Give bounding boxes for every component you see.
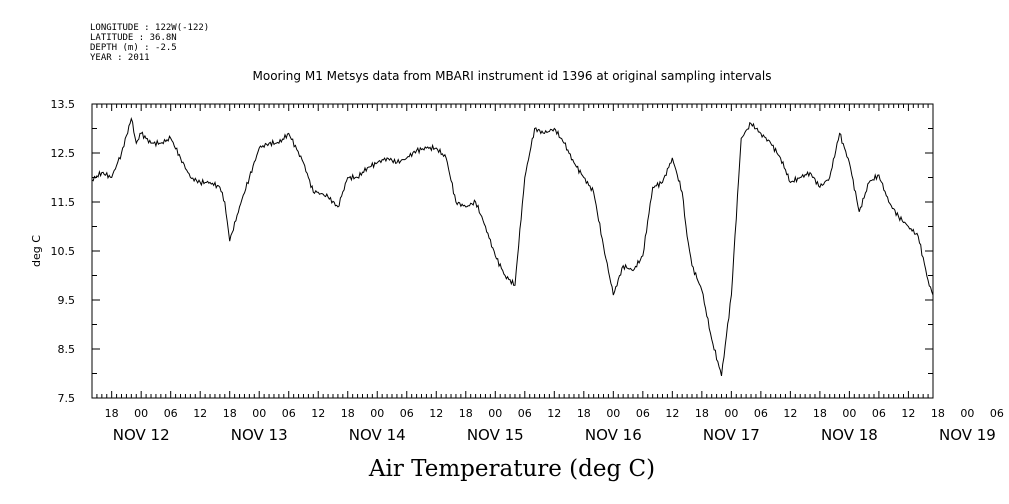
y-tick-label: 8.5	[58, 343, 76, 356]
y-axis-label: deg C	[30, 235, 43, 267]
x-day-label: NOV 12	[113, 426, 170, 444]
x-day-label: NOV 16	[585, 426, 642, 444]
x-hour-label: 18	[223, 407, 237, 420]
x-hour-label: 18	[459, 407, 473, 420]
latitude-label: LATITUDE : 36.8N	[90, 33, 177, 43]
x-hour-label: 12	[901, 407, 915, 420]
x-hour-label: 18	[105, 407, 119, 420]
x-axis-title: Air Temperature (deg C)	[368, 456, 655, 482]
x-day-label: NOV 18	[821, 426, 878, 444]
x-day-label: NOV 13	[231, 426, 288, 444]
year-label: YEAR : 2011	[90, 53, 150, 63]
y-tick-label: 10.5	[51, 245, 76, 258]
x-hour-label: 06	[164, 407, 178, 420]
x-hour-label: 00	[960, 407, 974, 420]
plot-frame	[91, 103, 934, 399]
y-tick-label: 12.5	[51, 147, 76, 160]
x-hour-label: 06	[754, 407, 768, 420]
x-hour-label: 00	[606, 407, 620, 420]
x-day-label: NOV 15	[467, 426, 524, 444]
depth-label: DEPTH (m) : -2.5	[90, 43, 177, 53]
y-axis: 7.5 8.5 9.5 10.5 11.5 12.5 13.5	[51, 98, 933, 405]
y-tick-label: 11.5	[51, 196, 76, 209]
x-hour-label: 06	[400, 407, 414, 420]
x-axis: 18 00 06 12 18 00 06 12 18 00 06 12 18 00 06 12 18 00 06 12…	[91, 104, 1004, 444]
x-hour-label: 12	[783, 407, 797, 420]
y-tick-label: 9.5	[58, 294, 76, 307]
x-hour-label: 18	[341, 407, 355, 420]
x-hour-label: 06	[872, 407, 886, 420]
x-hour-label: 06	[636, 407, 650, 420]
chart-title: Mooring M1 Metsys data from MBARI instru…	[253, 69, 772, 83]
x-hour-label: 12	[429, 407, 443, 420]
x-hour-label: 06	[990, 407, 1004, 420]
x-hour-label: 12	[193, 407, 207, 420]
x-hour-label: 18	[931, 407, 945, 420]
x-hour-label: 18	[813, 407, 827, 420]
x-hour-label: 00	[842, 407, 856, 420]
longitude-label: LONGITUDE : 122W(-122)	[90, 23, 209, 33]
x-hour-label: 12	[311, 407, 325, 420]
y-tick-label: 7.5	[58, 392, 76, 405]
x-hour-label: 00	[488, 407, 502, 420]
x-day-label: NOV 14	[349, 426, 406, 444]
x-hour-label: 12	[665, 407, 679, 420]
x-day-label: NOV 19	[939, 426, 996, 444]
x-hour-label: 12	[547, 407, 561, 420]
x-hour-label: 00	[724, 407, 738, 420]
x-hour-label: 00	[252, 407, 266, 420]
x-hour-label: 00	[134, 407, 148, 420]
x-hour-label: 06	[282, 407, 296, 420]
series-line	[91, 117, 934, 377]
x-hour-label: 06	[518, 407, 532, 420]
x-hour-label: 00	[370, 407, 384, 420]
header-info: LONGITUDE : 122W(-122) LATITUDE : 36.8N …	[90, 23, 209, 63]
x-day-label: NOV 17	[703, 426, 760, 444]
x-hour-label: 18	[695, 407, 709, 420]
x-hour-label: 18	[577, 407, 591, 420]
y-tick-label: 13.5	[51, 98, 76, 111]
